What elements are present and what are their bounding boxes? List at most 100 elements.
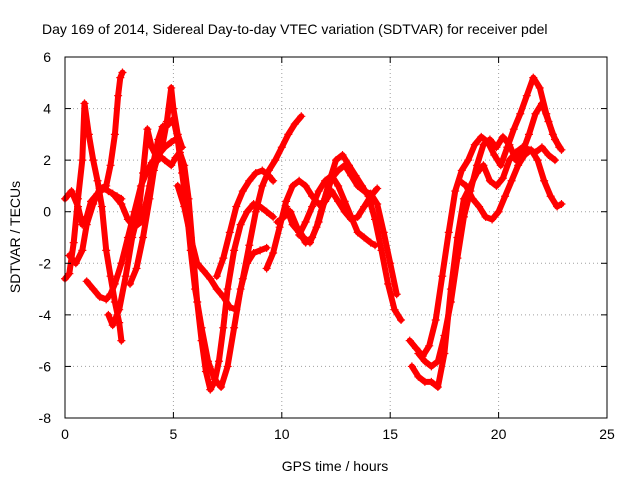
data-point-marker [128,233,137,242]
data-point-marker [550,135,559,144]
data-point-marker [175,148,184,157]
data-point-marker [173,181,182,190]
data-point-marker [472,161,481,170]
data-point-marker [338,150,347,159]
data-point-marker [522,91,531,100]
data-point-marker [106,161,115,170]
data-point-marker [537,143,546,152]
data-point-marker [444,228,453,237]
data-point-marker [451,187,460,196]
y-axis: -8 -6 -4 -2 0 2 4 6 [39,49,607,426]
data-point-marker [114,91,123,100]
data-point-marker [232,305,241,314]
series-track-n [406,74,563,360]
data-point-marker [488,215,497,224]
data-point-marker [256,246,265,255]
data-point-marker [314,218,323,227]
data-point-marker [82,277,91,286]
data-point-marker [69,238,78,247]
chart-title: Day 169 of 2014, Sidereal Day-to-day VTE… [42,21,548,37]
data-point-marker [366,238,375,247]
data-point-marker [149,166,158,175]
data-point-marker [550,156,559,165]
data-point-marker [492,181,501,190]
data-point-marker [479,140,488,149]
data-point-marker [67,187,76,196]
data-point-marker [459,212,468,221]
data-point-marker [485,176,494,185]
data-point-marker [321,194,330,203]
data-point-marker [262,264,271,273]
data-point-marker [509,125,518,134]
data-point-marker [360,233,369,242]
data-point-marker [507,176,516,185]
data-point-marker [295,176,304,185]
data-point-marker [186,233,195,242]
data-point-marker [524,130,533,139]
data-point-marker [288,181,297,190]
data-point-marker [405,336,414,345]
data-point-marker [371,241,380,250]
data-point-marker [414,372,423,381]
y-tick-label: -8 [39,410,52,426]
data-point-marker [123,215,132,224]
data-point-marker [180,161,189,170]
data-point-marker [238,187,247,196]
data-point-marker [210,377,219,386]
data-point-marker [225,303,234,312]
data-point-marker [106,290,115,299]
data-point-marker [340,161,349,170]
data-point-marker [379,228,388,237]
data-point-marker [366,189,375,198]
data-point-marker [514,161,523,170]
data-point-marker [171,153,180,162]
data-point-marker [165,120,174,129]
y-tick-label: -2 [39,255,52,271]
data-point-marker [238,274,247,283]
data-point-marker [360,202,369,211]
x-tick-label: 20 [491,426,507,442]
grid-lines [65,57,607,418]
data-point-marker [223,362,232,371]
data-point-marker [82,220,91,229]
data-point-marker [384,279,393,288]
data-point-marker [65,269,74,278]
data-point-marker [546,192,555,201]
x-axis: 0 5 10 15 20 25 [61,57,615,442]
data-point-marker [516,109,525,118]
data-point-marker [334,181,343,190]
data-point-marker [84,130,93,139]
data-point-marker [121,272,130,281]
data-point-marker [193,259,202,268]
data-point-marker [288,220,297,229]
x-tick-label: 15 [382,426,398,442]
data-point-marker [169,104,178,113]
data-point-marker [269,176,278,185]
data-point-marker [167,138,176,147]
data-point-marker [206,385,215,394]
data-point-marker [498,174,507,183]
data-series [61,68,566,394]
data-point-marker [308,233,317,242]
data-point-marker [117,199,126,208]
data-point-marker [132,264,141,273]
data-point-marker [89,156,98,165]
data-point-marker [308,202,317,211]
data-point-marker [427,377,436,386]
data-point-marker [110,192,119,201]
data-point-marker [262,207,271,216]
data-point-marker [360,187,369,196]
data-point-marker [464,156,473,165]
data-point-marker [243,207,252,216]
data-point-marker [78,156,87,165]
data-point-marker [249,248,258,257]
data-point-marker [102,246,111,255]
data-point-marker [110,297,119,306]
data-point-marker [108,321,117,330]
data-point-marker [531,109,540,118]
data-point-marker [78,246,87,255]
data-point-marker [457,166,466,175]
data-point-marker [167,83,176,92]
data-point-marker [553,202,562,211]
